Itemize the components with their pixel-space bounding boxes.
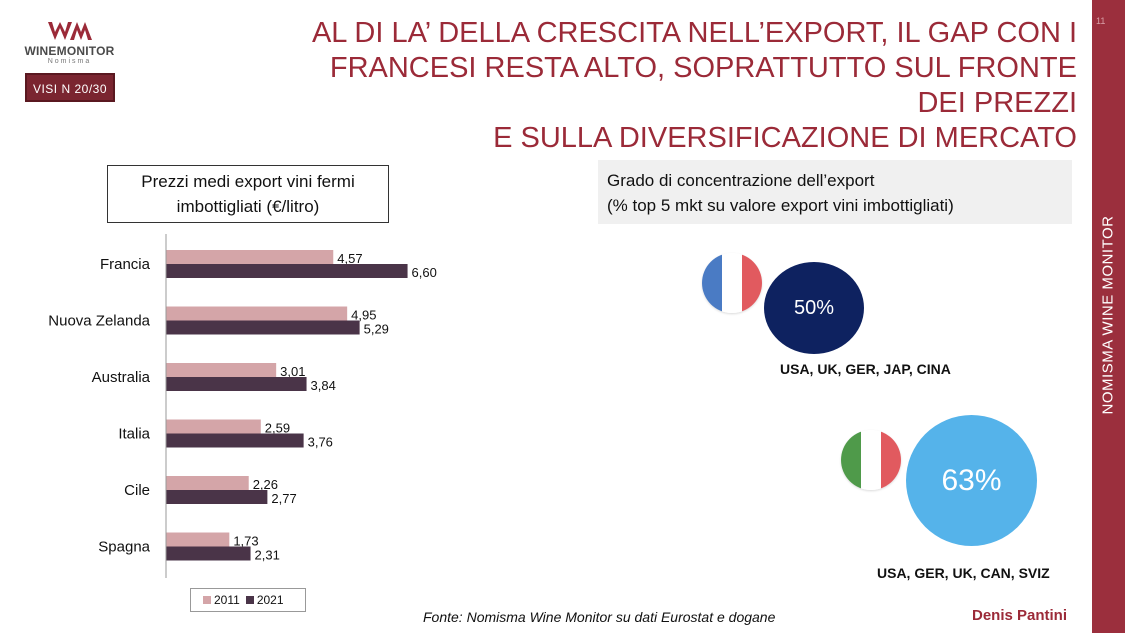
bar-2011: [166, 532, 230, 547]
chart-title-line: imbottigliati (€/litro): [176, 197, 320, 216]
page-number: 11: [1096, 16, 1106, 26]
data-label-2021: 6,60: [412, 265, 437, 280]
legend-swatch-2021: [245, 596, 254, 604]
chart-title-box: Prezzi medi export vini fermi imbottigli…: [107, 165, 389, 223]
italy-concentration-circle: 63%: [906, 415, 1037, 546]
france-top-markets: USA, UK, GER, JAP, CINA: [780, 361, 951, 377]
bar-2011: [166, 250, 334, 264]
legend-swatch-2011: [203, 596, 211, 604]
france-flag-icon: [702, 253, 762, 313]
italy-top-markets: USA, GER, UK, CAN, SVIZ: [877, 565, 1050, 581]
france-concentration-circle: 50%: [764, 262, 864, 354]
wine-monitor-logo-icon: [47, 22, 92, 40]
data-label-2021: 3,76: [308, 435, 333, 450]
data-label-2021: 3,84: [311, 378, 336, 393]
bar-2011: [166, 306, 348, 321]
concentration-title-box: Grado di concentrazione dell’export (% t…: [598, 160, 1072, 224]
category-label: Spagna: [98, 539, 150, 556]
bar-2011: [166, 363, 277, 377]
bar-2021: [166, 377, 307, 391]
italy-concentration-value: 63%: [941, 463, 1002, 497]
legend-label-2021: 2021: [256, 593, 284, 607]
title-line: FRANCESI RESTA ALTO, SOPRATTUTTO SUL FRO…: [329, 52, 1077, 119]
concentration-title-line: (% top 5 mkt su valore export vini imbot…: [607, 196, 954, 215]
bar-2011: [166, 419, 261, 434]
side-band: [1092, 0, 1125, 633]
side-label: NOMISMA WINE MONITOR: [1099, 215, 1117, 415]
data-label-2021: 2,31: [255, 548, 280, 563]
vision-2030-badge: VISI N 20/30: [25, 73, 115, 102]
data-label-2021: 2,77: [271, 491, 296, 506]
wine-monitor-logo: WINEMONITOR Nomisma: [22, 20, 117, 65]
bar-2011: [166, 476, 249, 490]
title-line: E SULLA DIVERSIFICAZIONE DI MERCATO: [493, 122, 1077, 154]
source-note: Fonte: Nomisma Wine Monitor su dati Euro…: [423, 609, 776, 625]
data-label-2011: 2,59: [265, 421, 290, 436]
legend-item-2021: 2021: [245, 593, 284, 607]
chart-title-line: Prezzi medi export vini fermi: [141, 172, 355, 191]
page-title: AL DI LA’ DELLA CRESCITA NELL’EXPORT, IL…: [277, 16, 1077, 156]
bar-2021: [166, 320, 360, 335]
category-label: Australia: [92, 369, 151, 386]
chart-legend: 2011 2021: [190, 588, 306, 612]
title-line: AL DI LA’ DELLA CRESCITA NELL’EXPORT, IL…: [311, 17, 1077, 49]
italy-flag-icon: [841, 430, 901, 490]
category-label: Cile: [124, 482, 150, 499]
france-concentration-value: 50%: [793, 296, 835, 319]
bar-2021: [166, 433, 304, 448]
concentration-title-line: Grado di concentrazione dell’export: [607, 171, 875, 190]
logo-subtitle: Nomisma: [47, 58, 92, 65]
category-label: Italia: [118, 426, 150, 443]
legend-item-2011: 2011: [203, 593, 240, 607]
data-label-2021: 5,29: [364, 322, 389, 337]
data-label-2011: 3,01: [280, 364, 305, 379]
bar-2021: [166, 264, 408, 278]
data-label-2011: 2,26: [253, 477, 278, 492]
data-label-2011: 1,73: [233, 534, 258, 549]
price-bar-chart: Francia 4,57 6,60 Nuova Zelanda 4,955,29 Aust…: [48, 234, 437, 578]
category-label: Nuova Zelanda: [48, 313, 150, 330]
bar-2021: [166, 490, 268, 504]
legend-label-2011: 2011: [214, 593, 240, 607]
logo-name: WINEMONITOR: [24, 44, 115, 58]
bar-2021: [166, 546, 251, 561]
author-name: Denis Pantini: [972, 607, 1068, 624]
data-label-2011: 4,57: [337, 251, 362, 266]
category-label: Francia: [100, 256, 151, 273]
data-label-2011: 4,95: [351, 308, 376, 323]
